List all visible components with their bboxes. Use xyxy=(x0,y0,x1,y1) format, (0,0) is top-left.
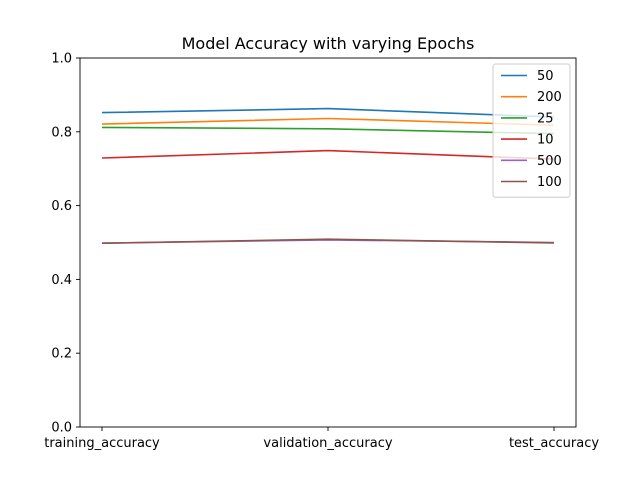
legend-label-500: 500 xyxy=(537,154,562,169)
legend: 50 200 25 10 500 100 xyxy=(492,63,571,198)
axes: 0.0 0.2 0.4 0.6 0.8 1.0 training_accuracy valid… xyxy=(44,52,599,452)
y-tick-label: 0.8 xyxy=(51,125,72,140)
series-line-200 xyxy=(101,117,555,126)
series-line-50 xyxy=(101,107,555,118)
y-tick-label: 0.4 xyxy=(51,273,72,288)
series-line-100 xyxy=(101,238,555,244)
chart-title: Model Accuracy with varying Epochs xyxy=(182,34,475,53)
y-tick-label: 0.0 xyxy=(51,421,72,436)
legend-label-10: 10 xyxy=(537,133,554,148)
series-line-25 xyxy=(101,126,555,135)
x-tick-label: training_accuracy xyxy=(44,436,160,451)
legend-label-200: 200 xyxy=(537,90,562,105)
plot-area xyxy=(101,107,555,244)
x-tick-label: validation_accuracy xyxy=(263,436,392,451)
y-tick-label: 1.0 xyxy=(51,52,72,67)
y-tick-label: 0.6 xyxy=(51,199,72,214)
legend-label-50: 50 xyxy=(537,69,554,84)
y-tick-label: 0.2 xyxy=(51,347,72,362)
legend-label-100: 100 xyxy=(537,175,562,190)
x-tick-label: test_accuracy xyxy=(509,436,599,451)
legend-label-25: 25 xyxy=(537,111,554,126)
series-line-10 xyxy=(101,149,555,160)
